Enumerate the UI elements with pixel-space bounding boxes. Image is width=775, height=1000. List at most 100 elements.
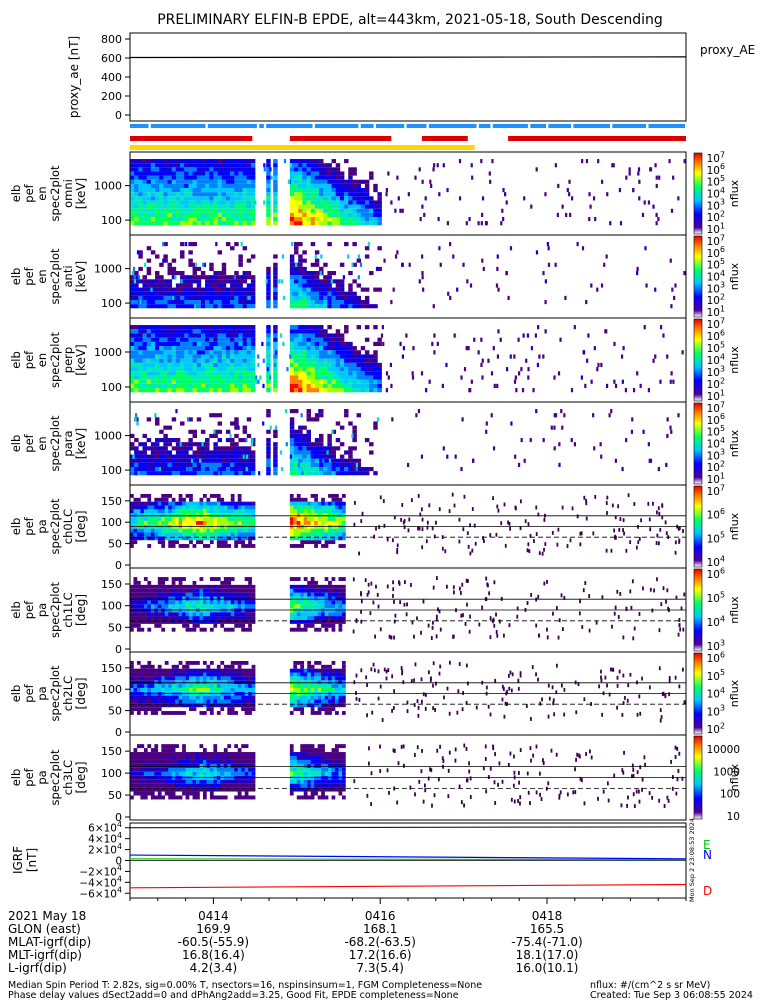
heatmap-cell bbox=[369, 204, 374, 209]
heatmap-cell bbox=[323, 299, 328, 305]
heatmap-cell bbox=[338, 592, 343, 597]
heatmap-cell bbox=[259, 375, 262, 380]
heatmap-cell bbox=[335, 341, 341, 347]
heatmap-cell bbox=[323, 304, 328, 309]
heatmap-cell bbox=[344, 354, 349, 359]
heatmap-cell bbox=[130, 588, 134, 593]
heatmap-cell bbox=[462, 262, 465, 267]
heatmap-cell bbox=[175, 354, 181, 359]
heatmap-cell bbox=[364, 375, 370, 380]
heatmap-cell bbox=[321, 528, 325, 533]
heatmap-cell bbox=[140, 616, 145, 620]
heatmap-cell bbox=[310, 509, 315, 514]
heatmap-cell bbox=[246, 362, 252, 368]
heatmap-cell bbox=[157, 592, 162, 597]
heatmap-cell bbox=[314, 462, 320, 467]
heatmap-cell bbox=[608, 413, 611, 418]
heatmap-cell bbox=[217, 291, 223, 296]
heatmap-cell bbox=[234, 341, 239, 347]
heatmap-cell bbox=[373, 375, 378, 380]
heatmap-cell bbox=[571, 196, 574, 201]
heatmap-cell bbox=[302, 388, 307, 393]
heatmap-cell bbox=[250, 471, 256, 476]
heatmap-cell bbox=[326, 450, 329, 455]
heatmap-cell bbox=[213, 471, 218, 476]
heatmap-cell bbox=[167, 358, 172, 363]
heatmap-cell bbox=[154, 668, 159, 673]
heatmap-cell bbox=[192, 354, 198, 359]
heatmap-cell bbox=[364, 471, 370, 476]
heatmap-cell bbox=[314, 299, 320, 305]
heatmap-cell bbox=[221, 379, 227, 384]
heatmap-cell bbox=[296, 600, 301, 605]
heatmap-cell bbox=[230, 493, 235, 498]
heatmap-cell bbox=[178, 501, 183, 506]
heatmap-cell bbox=[182, 616, 186, 620]
heatmap-cell bbox=[273, 442, 278, 447]
heatmap-cell bbox=[266, 442, 271, 447]
heatmap-cell bbox=[213, 505, 218, 510]
heatmap-cell bbox=[669, 379, 672, 384]
heatmap-cell bbox=[335, 221, 341, 226]
heatmap-cell bbox=[250, 192, 256, 197]
heatmap-cell bbox=[250, 454, 256, 459]
heatmap-cell bbox=[130, 540, 134, 545]
heatmap-cell bbox=[463, 367, 467, 372]
heatmap-cell bbox=[178, 703, 183, 708]
heatmap-cell bbox=[331, 509, 336, 514]
heatmap-cell bbox=[266, 438, 271, 443]
heatmap-cell bbox=[213, 517, 218, 521]
heatmap-cell bbox=[352, 208, 357, 213]
heatmap-cell bbox=[199, 604, 204, 609]
heatmap-cell bbox=[161, 684, 166, 688]
heatmap-cell bbox=[205, 337, 210, 342]
heatmap-cell bbox=[273, 287, 278, 292]
heatmap-cell bbox=[147, 532, 152, 537]
heatmap-cell bbox=[323, 208, 328, 213]
heatmap-cell bbox=[188, 262, 193, 267]
heatmap-cell bbox=[633, 502, 636, 506]
heatmap-cell bbox=[221, 171, 227, 176]
heatmap-cell bbox=[348, 304, 353, 309]
heatmap-cell bbox=[328, 501, 332, 506]
heatmap-cell bbox=[192, 262, 198, 267]
heatmap-cell bbox=[584, 581, 587, 586]
heatmap-cell bbox=[157, 497, 162, 502]
heatmap-cell bbox=[528, 549, 531, 554]
heatmap-cell bbox=[180, 329, 185, 334]
heatmap-cell bbox=[220, 517, 225, 521]
heatmap-cell bbox=[294, 450, 299, 455]
heatmap-cell bbox=[142, 275, 147, 280]
heatmap-cell bbox=[310, 358, 316, 363]
heatmap-cell bbox=[331, 271, 337, 276]
heatmap-cell bbox=[298, 287, 303, 292]
heatmap-cell bbox=[672, 379, 675, 384]
heatmap-cell bbox=[319, 163, 324, 168]
heatmap-cell bbox=[163, 188, 168, 193]
heatmap-cell bbox=[594, 494, 597, 499]
heatmap-cell bbox=[134, 221, 139, 226]
heatmap-cell bbox=[221, 287, 227, 292]
heatmap-cell bbox=[335, 616, 339, 620]
heatmap-cell bbox=[192, 699, 197, 704]
heatmap-cell bbox=[217, 271, 223, 276]
heatmap-cell bbox=[341, 505, 346, 510]
heatmap-cell bbox=[289, 266, 295, 272]
heatmap-cell bbox=[240, 242, 243, 247]
heatmap-cell bbox=[348, 179, 353, 184]
heatmap-cell bbox=[140, 699, 145, 704]
heatmap-cell bbox=[159, 159, 164, 164]
colorbar-tick-label: 101 bbox=[707, 388, 725, 403]
heatmap-cell bbox=[298, 375, 303, 380]
heatmap-cell bbox=[142, 358, 147, 363]
heatmap-cell bbox=[188, 429, 193, 434]
heatmap-cell bbox=[192, 580, 197, 585]
heatmap-cell bbox=[225, 333, 231, 338]
heatmap-cell bbox=[339, 171, 345, 176]
heatmap-cell bbox=[339, 200, 345, 205]
heatmap-cell bbox=[143, 505, 148, 510]
heatmap-cell bbox=[266, 192, 271, 197]
heatmap-cell bbox=[504, 543, 507, 548]
heatmap-cell bbox=[310, 325, 316, 330]
heatmap-cell bbox=[221, 271, 227, 276]
